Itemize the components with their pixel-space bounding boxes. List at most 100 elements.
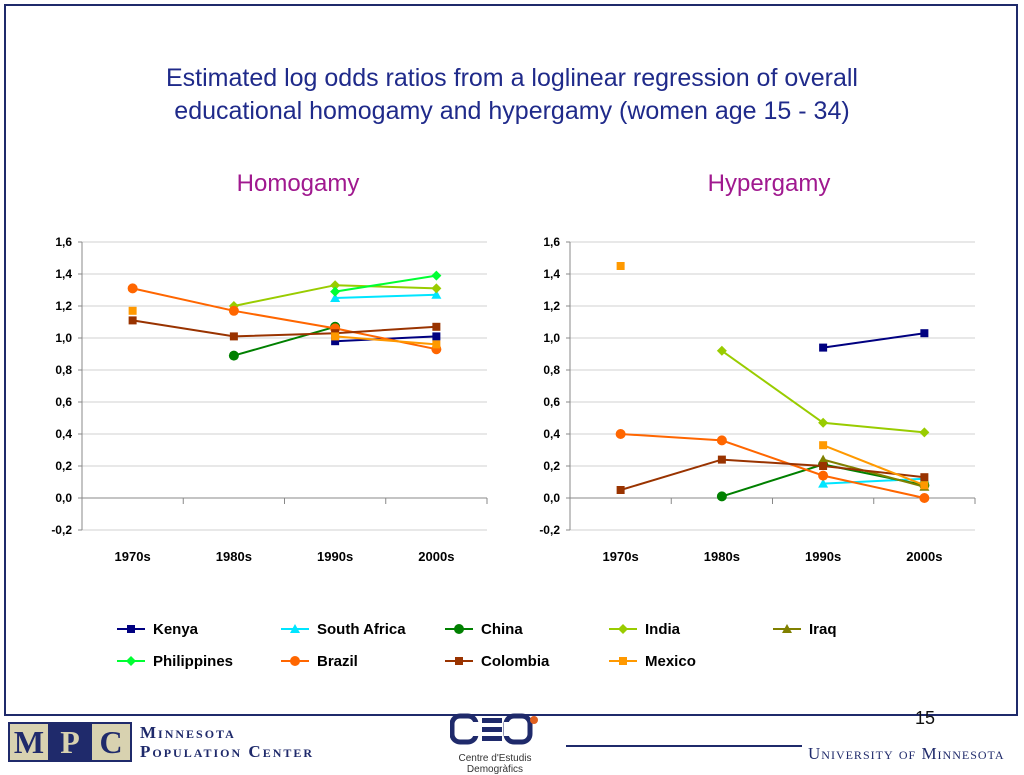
data-point [331, 337, 340, 346]
hypergamy-series-kenya [819, 329, 929, 352]
data-point [228, 350, 239, 361]
y-tick-label: 0,2 [543, 459, 560, 473]
homogamy-series-south-africa [330, 289, 442, 302]
legend-swatch [445, 624, 473, 634]
y-tick-label: 1,2 [543, 299, 560, 313]
data-point [818, 478, 829, 488]
legend-item: Iraq [771, 618, 837, 640]
legend-swatch-marker [126, 656, 136, 666]
homogamy-series-mexico [128, 306, 441, 349]
legend-swatch-marker [618, 624, 628, 634]
mpc-name: Minnesota Population Center [140, 723, 314, 761]
legend-label: India [645, 620, 681, 638]
x-tick-label: 1980s [216, 549, 252, 564]
homogamy-chart: -0,2 0,0 0,2 0,4 0,6 0,8 1,0 1,2 1,4 1,6 1970s 1980… [51, 235, 488, 564]
x-tick-label: 1980s [704, 549, 740, 564]
legend-swatch-marker [619, 657, 627, 665]
legend-item: Mexico [607, 650, 696, 672]
hypergamy-chart-title: Hypergamy [707, 170, 831, 197]
legend-swatch-marker [127, 625, 135, 633]
legend-label: Colombia [481, 652, 550, 670]
data-point [616, 486, 625, 494]
x-tick-label: 2000s [906, 549, 942, 564]
ced-logo: Centre d'Estudis Demogràfics [430, 712, 560, 775]
footer-rule [566, 745, 802, 747]
data-point [431, 283, 442, 294]
data-point [818, 454, 829, 464]
legend-item: Kenya [115, 618, 198, 640]
mpc-letter-m: M [13, 723, 45, 760]
mpc-letter-c: C [99, 723, 123, 760]
series-line [822, 458, 925, 488]
mpc-logo-mark: M P C [8, 722, 132, 762]
y-tick-label: 1,6 [55, 235, 72, 249]
legend-swatch [609, 657, 637, 665]
hypergamy-chart: -0,2 0,0 0,2 0,4 0,6 0,8 1,0 1,2 1,4 1,6 1970s 1980… [539, 235, 976, 564]
legend-swatch [281, 656, 309, 666]
hypergamy-series-brazil [615, 429, 930, 503]
data-point [330, 293, 341, 302]
y-tick-label: 0,2 [55, 459, 72, 473]
y-tick-label: 0,6 [543, 395, 560, 409]
legend-label: Mexico [645, 652, 696, 670]
y-tick-label: 1,4 [55, 267, 72, 281]
legend-label: Iraq [809, 620, 837, 638]
mpc-name-line-1: Minnesota [140, 723, 236, 742]
y-tick-label: 1,2 [55, 299, 72, 313]
x-tick-label: 2000s [418, 549, 454, 564]
university-name: University of Minnesota [808, 744, 1005, 763]
data-point [615, 429, 626, 439]
mpc-name-line-2: Population Center [140, 742, 315, 761]
x-tick-label: 1970s [603, 549, 639, 564]
series-line [132, 287, 437, 351]
legend-swatch-marker [455, 657, 463, 665]
homogamy-chart-title: Homogamy [236, 170, 360, 197]
data-point [330, 280, 341, 291]
data-point [919, 427, 930, 438]
x-tick-label: 1970s [115, 549, 151, 564]
y-tick-label: -0,2 [51, 523, 72, 537]
legend-swatch [117, 656, 145, 666]
data-point [819, 462, 828, 470]
legend-swatch-marker [454, 624, 464, 634]
y-tick-label: 1,4 [543, 267, 560, 281]
data-point [920, 473, 929, 482]
data-point [616, 262, 625, 270]
legend-swatch [609, 624, 637, 634]
legend-swatch-marker [290, 624, 300, 633]
legend-label: Philippines [153, 652, 234, 670]
homogamy-series-china [228, 321, 341, 361]
homogamy-series-philippines [330, 270, 442, 297]
data-point [819, 343, 828, 352]
slide-title-line-1: Estimated log odds ratios from a logline… [165, 64, 858, 92]
series-line [620, 433, 925, 499]
data-point [716, 435, 727, 446]
data-point [228, 305, 239, 316]
data-point [431, 289, 442, 299]
data-point [919, 493, 930, 503]
data-point [128, 316, 137, 325]
legend-item: South Africa [279, 618, 406, 640]
mpc-letter-p: P [48, 724, 92, 760]
series-line [334, 274, 437, 293]
x-tick-label: 1990s [317, 549, 353, 564]
charts-canvas: -0,2 0,0 0,2 0,4 0,6 0,8 1,0 1,2 1,4 1,6 1970s 1980… [51, 235, 976, 564]
y-tick-label: 0,4 [543, 427, 560, 441]
y-tick-label: 1,6 [543, 235, 560, 249]
hypergamy-series-colombia [616, 455, 929, 494]
x-tick-label: 1990s [805, 549, 841, 564]
legend-item: Colombia [443, 650, 549, 672]
series-line [132, 319, 437, 338]
legend-item: Brazil [279, 650, 358, 672]
legend-swatch [117, 625, 145, 633]
data-point [432, 332, 441, 341]
series-line [335, 335, 437, 346]
y-tick-label: 0,4 [55, 427, 72, 441]
data-point [920, 481, 929, 490]
data-point [229, 332, 238, 341]
slide-title: Estimated log odds ratios from a logline… [0, 62, 1024, 128]
data-point [818, 470, 829, 481]
mpc-logo: M P C Minnesota Population Center [8, 722, 314, 762]
data-point [330, 286, 341, 297]
data-point [716, 345, 727, 356]
